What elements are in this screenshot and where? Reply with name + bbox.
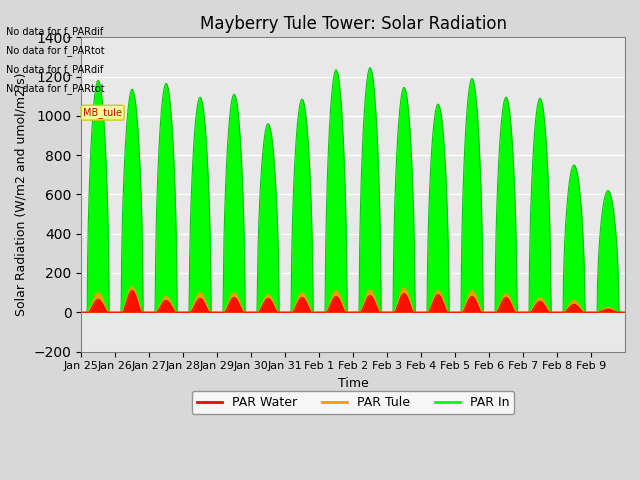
Title: Mayberry Tule Tower: Solar Radiation: Mayberry Tule Tower: Solar Radiation — [200, 15, 507, 33]
Text: No data for f_PARdif: No data for f_PARdif — [6, 25, 104, 36]
Text: No data for f_PARdif: No data for f_PARdif — [6, 64, 104, 75]
Text: MB_tule: MB_tule — [83, 107, 122, 118]
Text: No data for f_PARtot: No data for f_PARtot — [6, 45, 105, 56]
X-axis label: Time: Time — [338, 377, 369, 390]
Text: No data for f_PARtot: No data for f_PARtot — [6, 83, 105, 94]
Y-axis label: Solar Radiation (W/m2 and umol/m2/s): Solar Radiation (W/m2 and umol/m2/s) — [15, 72, 28, 316]
Legend: PAR Water, PAR Tule, PAR In: PAR Water, PAR Tule, PAR In — [192, 391, 515, 414]
